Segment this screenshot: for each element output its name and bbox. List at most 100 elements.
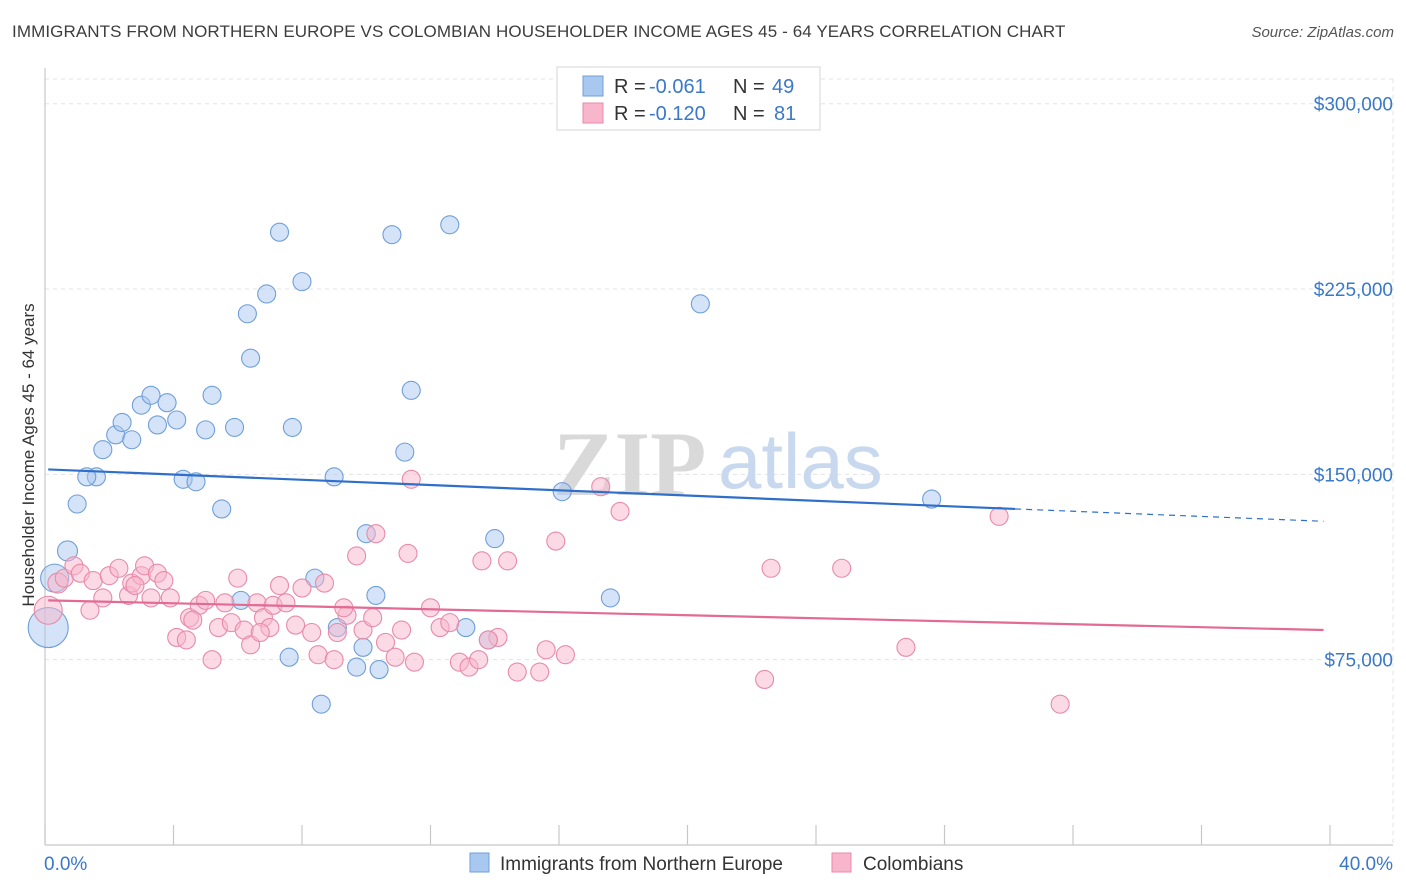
data-point [382,225,402,245]
data-point [83,571,103,591]
data-point [469,650,489,670]
data-point [33,595,63,625]
data-point [353,637,373,657]
bottom-legend: Immigrants from Northern Europe Colombia… [469,852,963,875]
legend-n-label-1: N = [733,76,765,98]
data-point [212,499,232,519]
data-point [109,558,129,578]
y-tick-label: $75,000 [1324,651,1393,672]
bottom-legend-swatch-blue [469,852,490,873]
data-point [324,467,344,487]
y-axis-label: Householder Income Ages 45 - 64 years [19,303,38,606]
data-point [308,645,328,665]
data-point [125,575,145,596]
data-point [292,578,312,598]
data-point [832,558,852,578]
legend-r-value-1: -0.061 [649,76,706,98]
legend-r-value-2: -0.120 [649,103,706,125]
data-point [302,622,322,643]
data-point [122,430,142,450]
data-point [498,551,518,571]
data-point [347,546,367,566]
legend-swatch-blue [582,75,604,97]
data-point [276,593,296,613]
data-point [375,632,396,652]
data-point [761,558,781,578]
data-point [279,647,299,667]
trend-line-colombians [48,599,1324,632]
bottom-legend-label-blue: Immigrants from Northern Europe [500,854,783,875]
data-point [1050,694,1070,714]
data-point [546,531,566,551]
data-point [485,529,505,549]
data-point [366,524,386,544]
data-point [440,613,460,633]
legend-r-label-2: R = [614,103,646,125]
chart-source: Source: ZipAtlas.com [1251,24,1394,41]
legend-n-value-2: 81 [774,103,796,125]
axes [44,68,1393,846]
data-point [196,420,216,440]
data-point [311,694,331,714]
data-point [286,615,306,635]
data-point [896,637,916,657]
data-point [141,385,161,405]
data-point [440,215,460,235]
legend-r-label-1: R = [614,76,646,98]
data-point [231,590,251,610]
trend-line-northern-europe [48,468,1016,511]
data-point [922,489,942,509]
data-point [93,440,113,460]
watermark: ZIP atlas [553,413,883,515]
y-tick-labels: $75,000 $150,000 $225,000 $300,000 [1314,95,1393,672]
data-point [93,588,113,608]
bottom-legend-swatch-pink [831,852,852,873]
data-point [269,222,290,242]
trend-line-extension [1015,508,1324,522]
chart-title: IMMIGRANTS FROM NORTHERN EUROPE VS COLOM… [12,22,1066,41]
data-point [401,380,421,400]
legend: R = -0.061 N = 49 R = -0.120 N = 81 [556,66,821,131]
data-point [530,662,550,682]
watermark-atlas: atlas [718,417,883,505]
x-tick-label-max: 40.0% [1339,854,1393,875]
data-point [610,501,630,521]
data-point [250,622,270,643]
data-point [196,590,216,610]
data-point [395,442,415,462]
data-point [989,506,1009,526]
data-point [154,571,174,591]
data-point [600,588,620,608]
data-point [507,662,527,682]
y-tick-label: $300,000 [1314,95,1393,116]
series-layer [27,215,1070,714]
data-point [420,598,441,618]
data-point [314,573,335,593]
data-point [167,410,187,430]
data-point [67,494,87,514]
data-point [202,385,222,405]
data-point [176,630,196,650]
series-colombians [33,469,1070,714]
data-point [292,272,312,292]
data-point [269,575,290,596]
trend-layer [48,468,1324,632]
data-point [363,608,383,628]
data-point [202,650,222,670]
data-point [282,417,302,437]
legend-n-value-1: 49 [772,76,794,98]
data-point [147,415,167,435]
legend-n-label-2: N = [733,103,765,125]
data-point [404,652,424,672]
data-point [186,472,206,492]
data-point [536,640,556,660]
data-point [366,585,386,605]
y-tick-label: $150,000 [1314,465,1393,486]
data-point [478,630,498,650]
data-point [228,568,248,588]
data-point [241,348,261,368]
data-point [347,657,367,677]
legend-swatch-pink [582,102,604,124]
data-point [112,412,132,433]
data-point [224,417,245,437]
